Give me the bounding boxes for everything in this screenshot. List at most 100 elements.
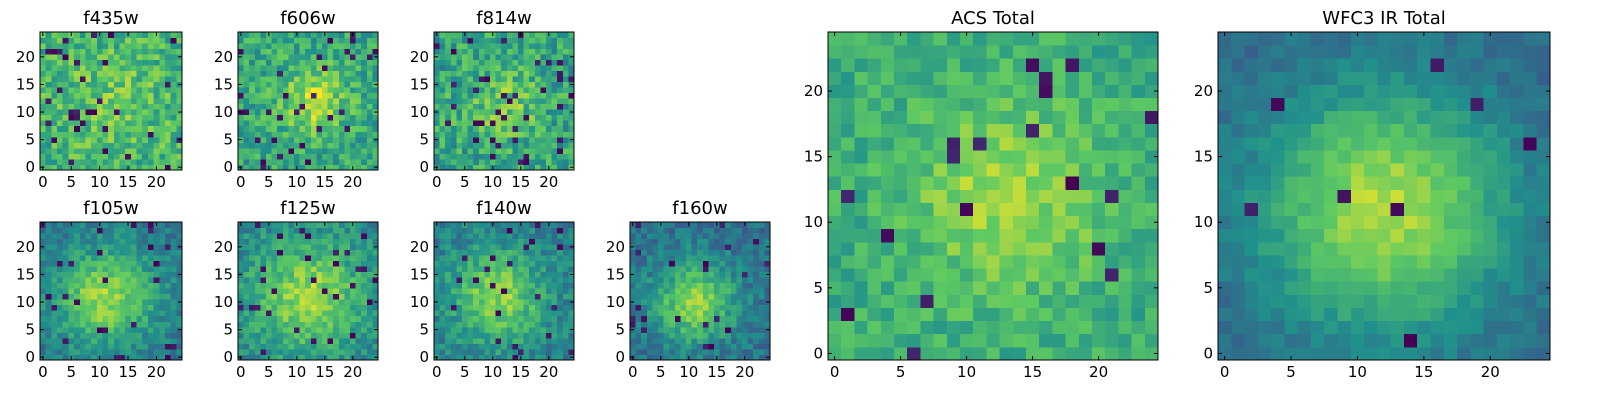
y-tick-label: 5: [615, 321, 625, 339]
heatmap-cell: [153, 147, 160, 154]
heatmap-cell: [366, 348, 373, 355]
y-tick-label: 20: [410, 238, 429, 256]
x-tick-label: 15: [511, 363, 530, 381]
heatmap-cell: [630, 293, 636, 300]
heatmap-cell: [366, 238, 373, 245]
heatmap-cell: [147, 233, 154, 239]
heatmap-cell: [305, 136, 312, 143]
heatmap-cell: [1078, 255, 1093, 269]
heatmap-cell: [1105, 241, 1119, 256]
heatmap-cell: [113, 227, 120, 234]
heatmap-cell: [635, 315, 642, 322]
heatmap-cell: [310, 343, 317, 350]
heatmap-cell: [495, 142, 502, 149]
heatmap-cell: [568, 131, 575, 138]
heatmap-cell: [130, 222, 137, 228]
heatmap-cell: [62, 238, 69, 245]
heatmap-cell: [534, 70, 541, 77]
heatmap-cell: [490, 332, 496, 339]
heatmap-cell: [288, 299, 295, 306]
panel-title: f606w: [280, 8, 335, 29]
heatmap-cell: [635, 271, 642, 278]
heatmap-cell: [102, 282, 109, 289]
heatmap-cell: [467, 354, 474, 361]
heatmap-cell: [130, 238, 137, 245]
heatmap-cell: [478, 54, 485, 60]
heatmap-cell: [344, 271, 351, 278]
heatmap-cell: [288, 315, 295, 322]
heatmap-cell: [74, 125, 81, 132]
heatmap-cell: [350, 92, 356, 99]
heatmap-cell: [355, 48, 362, 55]
heatmap-cell: [986, 333, 1000, 348]
heatmap-cell: [758, 343, 765, 350]
heatmap-cell: [512, 92, 519, 99]
heatmap-cell: [714, 271, 720, 278]
heatmap-cell: [45, 332, 52, 339]
heatmap-cell: [260, 304, 267, 311]
heatmap-cell: [518, 136, 524, 143]
heatmap-cell: [512, 32, 519, 38]
heatmap-cell: [434, 153, 440, 160]
heatmap-cell: [164, 260, 172, 267]
heatmap-cell: [540, 32, 547, 38]
heatmap-cell: [439, 321, 446, 328]
heatmap-cell: [164, 81, 172, 88]
heatmap-cell: [299, 315, 306, 322]
heatmap-cell: [68, 43, 75, 49]
heatmap-cell: [45, 54, 52, 60]
heatmap-cell: [170, 326, 177, 333]
heatmap-cell: [153, 332, 160, 339]
heatmap-cell: [130, 277, 137, 284]
heatmap-cell: [68, 114, 75, 121]
heatmap-cell: [254, 343, 261, 350]
heatmap-cell: [478, 255, 485, 262]
heatmap-cell: [366, 54, 373, 60]
heatmap-cell: [495, 147, 502, 154]
heatmap-cell: [490, 304, 496, 311]
heatmap-cell: [478, 304, 485, 311]
heatmap-cell: [462, 114, 468, 121]
heatmap-cell: [557, 332, 564, 339]
heatmap-cell: [495, 76, 502, 83]
heatmap-cell: [529, 153, 536, 160]
heatmap-cell: [176, 310, 183, 317]
heatmap-cell: [159, 147, 166, 154]
heatmap-cell: [266, 43, 272, 49]
heatmap-cell: [338, 348, 345, 355]
heatmap-cell: [350, 233, 356, 239]
heatmap-cell: [495, 354, 502, 361]
heatmap-cell: [238, 348, 244, 355]
heatmap-cell: [119, 81, 126, 88]
heatmap-cell: [333, 238, 340, 245]
heatmap-cell: [366, 282, 373, 289]
heatmap-cell: [113, 299, 120, 306]
heatmap-cell: [249, 81, 256, 88]
heatmap-cell: [159, 315, 166, 322]
heatmap-cell: [238, 76, 244, 83]
heatmap-cell: [243, 293, 250, 300]
heatmap-cell: [238, 70, 244, 77]
heatmap-cell: [747, 354, 754, 361]
heatmap-cell: [1065, 346, 1080, 361]
heatmap-cell: [529, 164, 536, 171]
heatmap-cell: [450, 238, 457, 245]
heatmap-cell: [1118, 228, 1132, 243]
heatmap-cell: [719, 332, 726, 339]
heatmap-cell: [91, 244, 98, 250]
heatmap-cell: [125, 43, 132, 49]
heatmap-cell: [119, 37, 126, 44]
heatmap-cell: [176, 114, 183, 121]
heatmap-cell: [249, 37, 256, 44]
heatmap-cell: [546, 103, 552, 110]
heatmap-cell: [164, 131, 172, 138]
heatmap-cell: [736, 244, 743, 250]
heatmap-cell: [130, 32, 137, 38]
heatmap-cell: [159, 48, 166, 55]
heatmap-cell: [646, 354, 653, 361]
heatmap-cell: [254, 266, 261, 273]
heatmap-cell: [907, 255, 921, 269]
heatmap-cell: [506, 92, 513, 99]
heatmap-cell: [299, 337, 306, 344]
heatmap-cell: [108, 142, 115, 149]
